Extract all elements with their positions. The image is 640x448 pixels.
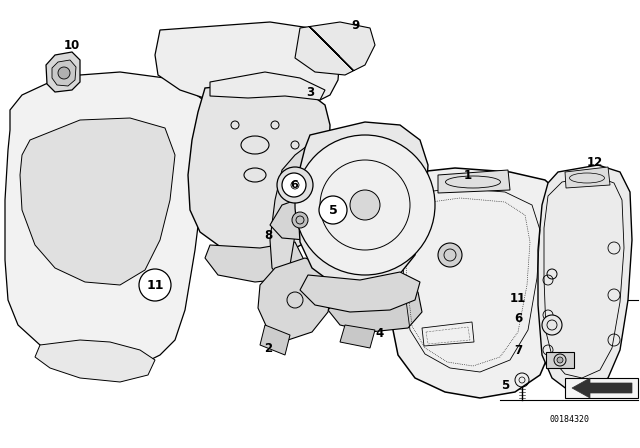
Text: 3: 3 <box>306 86 314 99</box>
Text: 12: 12 <box>587 155 603 168</box>
Polygon shape <box>188 82 330 255</box>
Circle shape <box>285 175 305 195</box>
Polygon shape <box>46 52 80 92</box>
Polygon shape <box>155 22 340 110</box>
Text: 00184320: 00184320 <box>550 415 590 424</box>
Text: 11: 11 <box>510 292 526 305</box>
Polygon shape <box>35 340 155 382</box>
Text: 8: 8 <box>264 228 272 241</box>
Circle shape <box>139 269 171 301</box>
Polygon shape <box>565 378 638 398</box>
Circle shape <box>542 315 562 335</box>
Text: 6: 6 <box>290 180 298 190</box>
Polygon shape <box>388 168 565 398</box>
Circle shape <box>282 173 306 197</box>
Polygon shape <box>210 72 325 100</box>
Text: 7: 7 <box>514 344 522 357</box>
Text: 10: 10 <box>64 39 80 52</box>
Circle shape <box>319 196 347 224</box>
Text: 5: 5 <box>328 203 337 216</box>
Circle shape <box>277 167 313 203</box>
Polygon shape <box>295 22 375 75</box>
Polygon shape <box>205 242 305 282</box>
Text: 9: 9 <box>351 18 359 31</box>
Text: 5: 5 <box>501 379 509 392</box>
Polygon shape <box>270 140 320 278</box>
Polygon shape <box>300 272 420 312</box>
Polygon shape <box>572 378 632 398</box>
Polygon shape <box>328 285 422 332</box>
Text: 2: 2 <box>264 341 272 354</box>
Polygon shape <box>5 72 215 368</box>
Polygon shape <box>298 122 428 290</box>
Polygon shape <box>546 352 574 368</box>
Text: 11: 11 <box>147 279 164 292</box>
Polygon shape <box>270 195 330 240</box>
Text: 1: 1 <box>464 168 472 181</box>
Polygon shape <box>538 165 632 390</box>
Circle shape <box>58 67 70 79</box>
Polygon shape <box>438 170 510 193</box>
Polygon shape <box>258 258 332 340</box>
Polygon shape <box>340 325 375 348</box>
Circle shape <box>557 357 563 363</box>
Polygon shape <box>565 167 610 188</box>
Circle shape <box>438 243 462 267</box>
Polygon shape <box>20 118 175 285</box>
Polygon shape <box>260 325 290 355</box>
Text: 4: 4 <box>376 327 384 340</box>
Circle shape <box>292 212 308 228</box>
Text: 6: 6 <box>514 311 522 324</box>
Circle shape <box>295 135 435 275</box>
Circle shape <box>350 190 380 220</box>
Polygon shape <box>52 60 76 86</box>
